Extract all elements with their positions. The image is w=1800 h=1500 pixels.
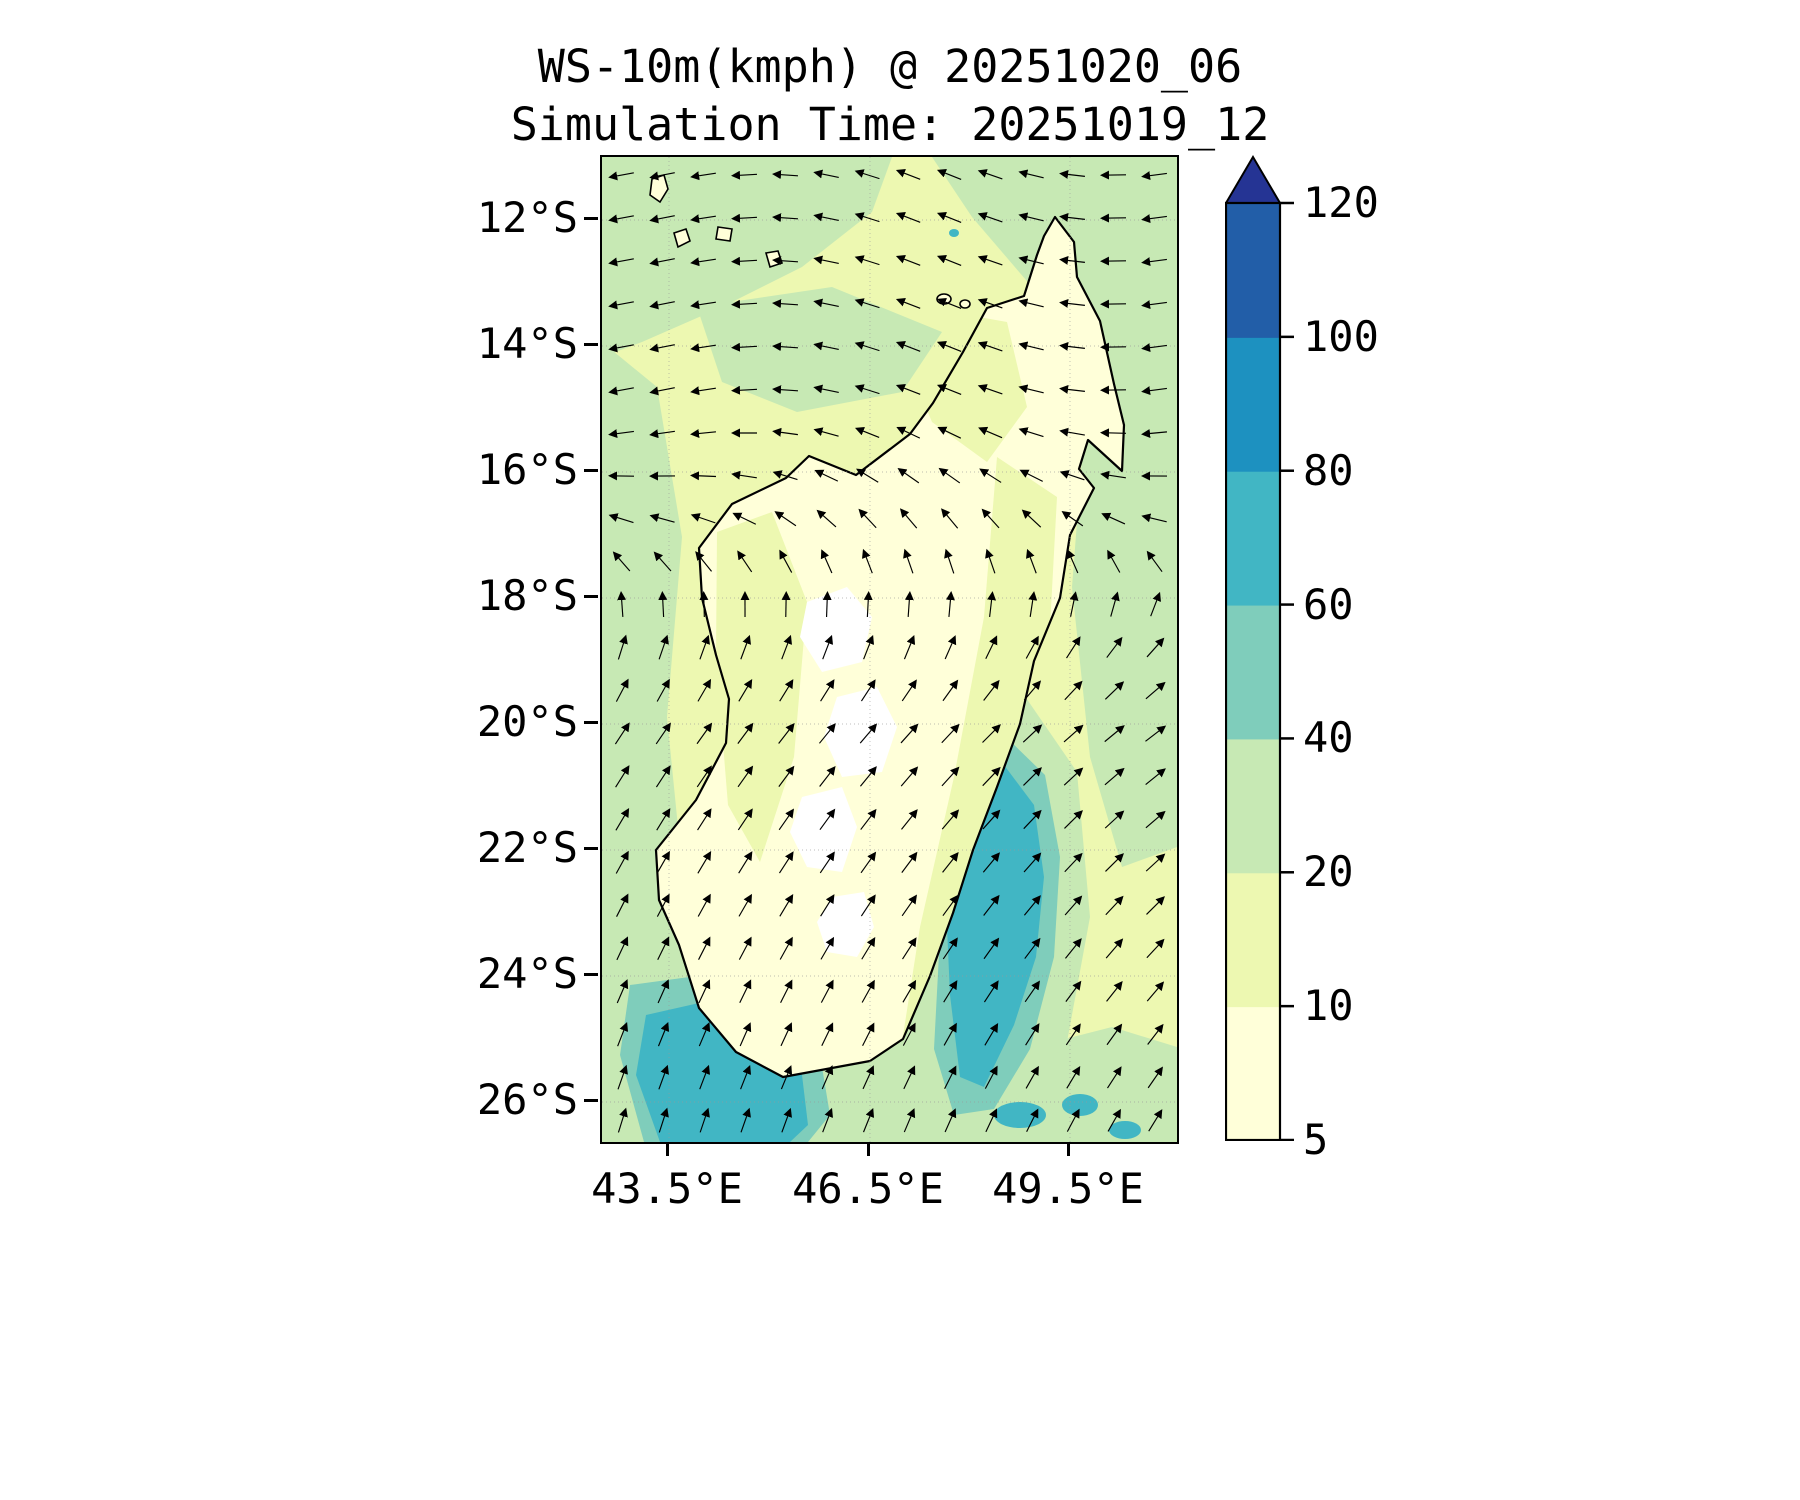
chart-subtitle: Simulation Time: 20251019_12 (510, 98, 1270, 151)
madagascar-map-svg (602, 157, 1177, 1142)
x-tick-mark (666, 1142, 669, 1156)
y-tick-label: 26°S (476, 1075, 578, 1124)
x-tick-label: 43.5°E (591, 1164, 743, 1213)
y-tick-label: 20°S (476, 697, 578, 746)
colorbar-tick-label: 120 (1303, 178, 1379, 227)
y-tick-mark (584, 595, 598, 598)
map-plot (600, 155, 1179, 1144)
colorbar-tick-label: 80 (1303, 445, 1354, 495)
colorbar-tick-label: 100 (1303, 311, 1379, 361)
y-tick-mark (584, 1099, 598, 1102)
x-tick-label: 46.5°E (792, 1164, 944, 1213)
y-tick-mark (584, 343, 598, 346)
y-tick-label: 24°S (476, 949, 578, 998)
colorbar-tick-label: 60 (1303, 579, 1354, 629)
colorbar-tick-label: 40 (1303, 713, 1354, 763)
y-tick-mark (584, 469, 598, 472)
colorbar (1225, 155, 1305, 1141)
y-tick-mark (584, 973, 598, 976)
x-tick-mark (1067, 1142, 1070, 1156)
y-tick-mark (584, 847, 598, 850)
y-tick-label: 16°S (476, 445, 578, 494)
colorbar-tick-label: 10 (1303, 981, 1354, 1031)
y-tick-label: 18°S (476, 571, 578, 620)
x-tick-label: 49.5°E (992, 1164, 1144, 1213)
y-tick-mark (584, 217, 598, 220)
colorbar-svg (1225, 155, 1294, 1141)
y-tick-label: 22°S (476, 823, 578, 872)
chart-title: WS-10m(kmph) @ 20251020_06 (537, 40, 1243, 93)
y-tick-label: 12°S (476, 193, 578, 242)
colorbar-tick-label: 20 (1303, 847, 1354, 897)
y-tick-mark (584, 721, 598, 724)
colorbar-tick-label: 5 (1303, 1115, 1329, 1164)
y-tick-label: 14°S (476, 319, 578, 368)
x-tick-mark (867, 1142, 870, 1156)
